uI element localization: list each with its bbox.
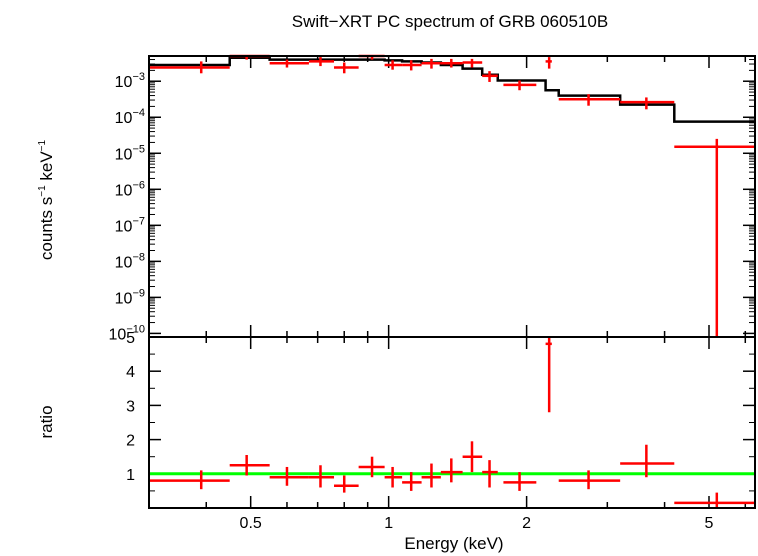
ratio-y-tick-label: 5	[126, 330, 135, 347]
spectrum-panel-frame	[148, 55, 756, 338]
ratio-y-tick-label: 2	[126, 433, 135, 450]
chart-title: Swift−XRT PC spectrum of GRB 060510B	[292, 12, 608, 31]
y-tick-label: 10−7	[115, 215, 145, 235]
ratio-y-tick-label: 1	[126, 467, 135, 484]
ratio-panel: 1 2 3 4 5 0.5 1 2 5 ratio Energy (keV)	[37, 330, 756, 553]
y-tick-label: 10−4	[115, 107, 145, 127]
spectrum-y-axis-label-exp2: −1	[37, 139, 48, 151]
ratio-y-axis-label: ratio	[37, 405, 56, 438]
spectrum-y-axis-label-part1: counts s	[37, 197, 56, 260]
x-tick-label: 0.5	[240, 515, 262, 532]
spectrum-y-axis-label-exp1: −1	[37, 185, 48, 197]
ratio-panel-frame	[148, 336, 756, 509]
x-tick-label: 2	[522, 515, 531, 532]
spectrum-y-axis-label: counts s−1 keV−1	[37, 139, 56, 260]
y-tick-label: 10−9	[115, 287, 145, 307]
y-tick-label: 10−3	[115, 71, 145, 91]
spectrum-panel: 10−3 10−4 10−5 10−6 10−7 10−8 10−9 10−10 counts…	[37, 54, 756, 343]
y-tick-label: 10−8	[115, 251, 145, 271]
y-tick-label: 10−10	[109, 323, 145, 343]
y-tick-label: 10−5	[115, 143, 145, 163]
y-tick-label: 10−6	[115, 179, 145, 199]
ratio-y-tick-label: 4	[126, 364, 135, 381]
spectrum-y-axis-label-part2: keV	[37, 151, 56, 186]
x-tick-label: 5	[705, 515, 714, 532]
x-axis-label: Energy (keV)	[404, 534, 503, 553]
ratio-y-tick-label: 3	[126, 398, 135, 415]
x-tick-label: 1	[384, 515, 393, 532]
